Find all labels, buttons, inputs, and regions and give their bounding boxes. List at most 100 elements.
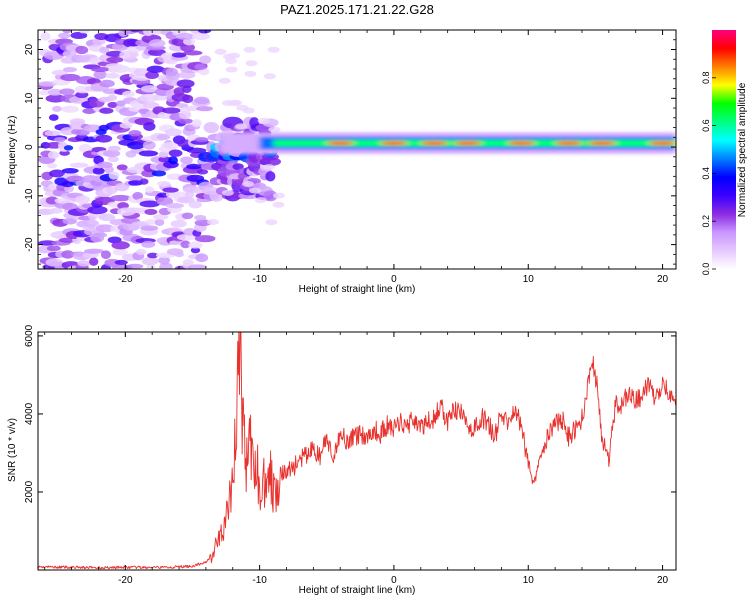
heatmap-cell	[199, 55, 212, 64]
heatmap-cell	[141, 240, 156, 248]
heatmap-cell	[194, 63, 207, 71]
heatmap-cell	[59, 88, 75, 96]
heatmap-cell	[160, 142, 181, 149]
heatmap-cell	[107, 101, 119, 109]
heatmap-cell	[196, 169, 209, 175]
heatmap-cell	[262, 164, 275, 171]
colorbar-tick-label: 0.4	[701, 167, 711, 180]
heatmap-cell	[221, 189, 234, 196]
heatmap-cell	[218, 77, 231, 84]
heatmap-cell	[165, 202, 185, 209]
colorbar-tick-label: 0.0	[701, 263, 711, 276]
heatmap-cell	[59, 150, 70, 156]
heatmap-cell	[45, 258, 63, 267]
heatmap-cell	[107, 156, 119, 163]
tone-peak	[507, 140, 536, 146]
heatmap-cell	[45, 94, 66, 103]
snr-frame	[37, 331, 677, 571]
heatmap-cell	[75, 195, 90, 205]
heatmap-cell	[107, 201, 120, 208]
heatmap-cell	[147, 252, 159, 259]
heatmap-cell	[70, 31, 88, 40]
heatmap-cell	[75, 45, 89, 55]
heatmap-cell	[188, 264, 207, 269]
tone-peak	[648, 140, 676, 146]
heatmap-cell	[114, 259, 128, 265]
heatmap-cell	[99, 79, 115, 88]
heatmap-cell	[140, 85, 160, 93]
heatmap-cell	[61, 168, 79, 174]
spectrogram-heatmap	[38, 30, 676, 269]
heatmap-cell	[82, 219, 99, 228]
heatmap-cell	[257, 117, 270, 124]
heatmap-cell	[144, 208, 158, 215]
heatmap-cell	[180, 43, 195, 52]
heatmap-cell	[186, 147, 207, 154]
heatmap-cell	[156, 133, 171, 141]
heatmap-cell	[176, 103, 189, 109]
heatmap-cell	[181, 212, 194, 220]
heatmap-cell	[265, 219, 278, 226]
x-tick-label: -10	[252, 575, 267, 586]
y-tick-label: 6000	[24, 324, 35, 347]
heatmap-cell	[95, 224, 115, 233]
tone-peak	[379, 140, 408, 146]
x-tick-label: 0	[391, 274, 397, 285]
heatmap-cell	[221, 99, 234, 106]
heatmap-cell	[151, 170, 167, 177]
heatmap-cell	[111, 241, 130, 250]
y-tick-label: 2000	[24, 480, 35, 503]
heatmap-cell	[139, 200, 160, 208]
heatmap-cell	[60, 127, 76, 136]
spectrogram-ticks: -20 -10 0 10 20 -20 -10 0 10 20	[24, 29, 676, 285]
heatmap-cell	[178, 118, 193, 124]
colorbar-tick-label: 0.6	[701, 119, 711, 132]
x-tick-label: 10	[523, 575, 535, 586]
y-tick-label: -20	[24, 237, 35, 252]
heatmap-cell	[235, 123, 248, 130]
heatmap-cell	[161, 107, 181, 114]
y-tick-label: -10	[24, 188, 35, 203]
heatmap-cell	[44, 130, 61, 137]
heatmap-cell	[191, 119, 202, 128]
heatmap-cell	[225, 57, 238, 64]
figure-title: PAZ1.2025.171.21.22.G28	[280, 2, 434, 17]
heatmap-cell	[156, 196, 174, 206]
heatmap-cell	[139, 178, 149, 185]
y-tick-label: 10	[24, 92, 35, 104]
heatmap-cell	[225, 66, 238, 73]
heatmap-cell	[242, 180, 255, 187]
y-tick-label: 4000	[24, 402, 35, 425]
heatmap-cell	[52, 105, 63, 112]
snr-background	[38, 332, 676, 570]
tone-peak	[326, 140, 355, 146]
heatmap-cell	[51, 69, 68, 76]
spectrogram-frame	[37, 29, 677, 270]
heatmap-cell	[194, 137, 209, 143]
spectrogram-ylabel: Frequency (Hz)	[7, 116, 18, 185]
snr-xlabel: Height of straight line (km)	[299, 585, 416, 596]
heatmap-cell	[144, 219, 158, 225]
heatmap-cell	[180, 156, 193, 164]
heatmap-cell	[90, 66, 110, 73]
heatmap-cell	[180, 240, 191, 249]
heatmap-cell	[53, 136, 66, 143]
heatmap-cell	[48, 169, 65, 178]
heatmap-cell	[188, 200, 202, 209]
heatmap-cell	[98, 213, 116, 222]
heatmap-cell	[45, 196, 59, 205]
heatmap-cell	[263, 190, 278, 202]
heatmap-cell	[92, 167, 105, 175]
heatmap-cell	[214, 48, 227, 55]
heatmap-cell	[145, 71, 160, 79]
heatmap-cell	[197, 30, 212, 34]
colorbar-tick-label: 0.2	[701, 215, 711, 228]
heatmap-cell	[97, 161, 113, 169]
heatmap-cell	[108, 171, 120, 180]
heatmap-cell	[69, 118, 86, 125]
heatmap-cell	[182, 258, 194, 267]
heatmap-cell	[244, 70, 257, 77]
heatmap-cell	[248, 187, 261, 194]
heatmap-cell	[182, 94, 194, 104]
